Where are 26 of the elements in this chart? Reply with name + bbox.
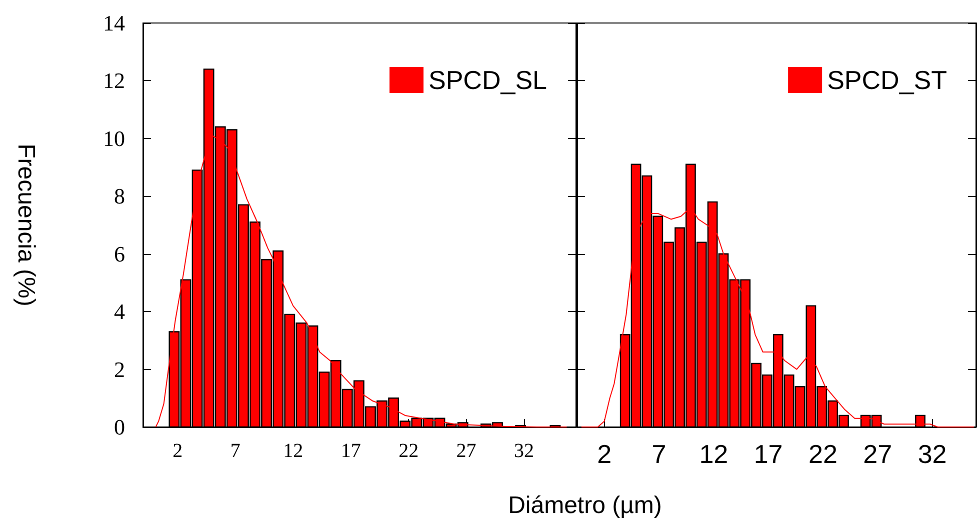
x-tick-label: 12: [699, 439, 728, 469]
legend-label: SPCD_SL: [428, 65, 547, 95]
x-axis-title: Diámetro (µm): [507, 492, 663, 520]
x-tick-label: 17: [754, 439, 783, 469]
x-tick-label: 27: [863, 439, 892, 469]
x-tick-label: 7: [230, 440, 240, 462]
x-tick-label: 32: [514, 440, 534, 462]
y-tick-label: 6: [114, 241, 125, 266]
x-tick-label: 22: [808, 439, 838, 469]
y-tick-label: 12: [103, 68, 125, 94]
x-tick-label: 7: [652, 439, 666, 469]
y-tick-label: 10: [103, 126, 125, 151]
legend-label: SPCD_ST: [827, 65, 948, 95]
y-tick-label: 4: [114, 299, 125, 324]
y-axis-title: Frecuencia (%): [12, 144, 40, 306]
y-tick-label: 14: [103, 10, 125, 36]
x-tick-label: 17: [340, 440, 361, 462]
y-tick-label: 2: [114, 356, 125, 382]
x-tick-label: 27: [456, 440, 476, 462]
x-tick-label: 2: [597, 439, 612, 469]
x-tick-label: 12: [283, 440, 304, 462]
x-tick-label: 2: [172, 440, 183, 462]
y-tick-label: 8: [114, 184, 125, 209]
x-tick-label: 32: [918, 439, 947, 469]
x-tick-label: 22: [398, 440, 419, 462]
y-tick-label: 0: [114, 414, 125, 440]
